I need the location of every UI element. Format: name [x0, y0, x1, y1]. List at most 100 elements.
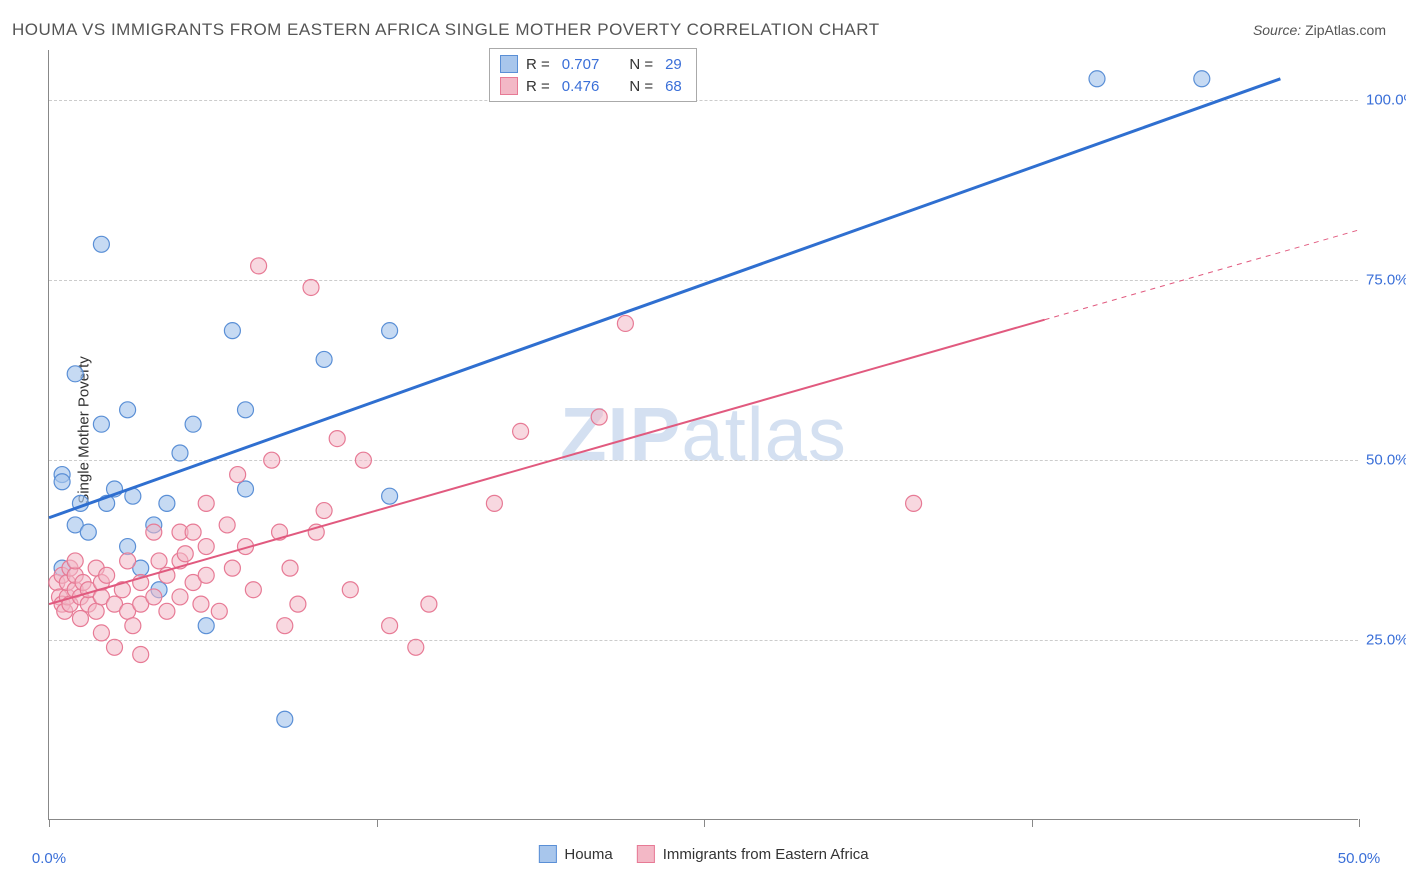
data-point: [67, 553, 83, 569]
data-point: [120, 553, 136, 569]
data-point: [282, 560, 298, 576]
data-point: [382, 323, 398, 339]
data-point: [382, 488, 398, 504]
data-point: [72, 611, 88, 627]
source-value: ZipAtlas.com: [1305, 22, 1386, 38]
y-tick-label: 75.0%: [1366, 272, 1406, 289]
data-point: [151, 553, 167, 569]
data-point: [290, 596, 306, 612]
x-tick: [704, 819, 705, 827]
trend-line: [49, 79, 1280, 518]
trend-line-extrapolated: [1045, 230, 1359, 320]
data-point: [198, 567, 214, 583]
data-point: [1194, 71, 1210, 87]
data-point: [159, 495, 175, 511]
n-value-houma: 29: [665, 56, 682, 73]
legend-item-houma: Houma: [538, 845, 612, 863]
data-point: [88, 603, 104, 619]
data-point: [120, 539, 136, 555]
data-point: [224, 560, 240, 576]
data-point: [185, 524, 201, 540]
data-point: [99, 567, 115, 583]
n-value-immigrants: 68: [665, 78, 682, 95]
legend-stats-row: R = 0.476 N = 68: [500, 75, 686, 97]
x-tick: [49, 819, 50, 827]
data-point: [316, 351, 332, 367]
legend-stats-row: R = 0.707 N = 29: [500, 53, 686, 75]
data-point: [146, 589, 162, 605]
r-label: R =: [526, 56, 550, 73]
legend-bottom: Houma Immigrants from Eastern Africa: [538, 845, 868, 863]
data-point: [238, 402, 254, 418]
data-point: [513, 423, 529, 439]
data-point: [211, 603, 227, 619]
legend-label-immigrants: Immigrants from Eastern Africa: [663, 846, 869, 863]
data-point: [120, 402, 136, 418]
r-label: R =: [526, 78, 550, 95]
data-point: [93, 416, 109, 432]
data-point: [408, 639, 424, 655]
chart-title: HOUMA VS IMMIGRANTS FROM EASTERN AFRICA …: [12, 20, 880, 40]
y-tick-label: 100.0%: [1366, 92, 1406, 109]
data-point: [198, 495, 214, 511]
data-point: [355, 452, 371, 468]
data-point: [193, 596, 209, 612]
data-point: [107, 639, 123, 655]
legend-swatch-immigrants: [500, 77, 518, 95]
data-point: [230, 467, 246, 483]
data-point: [219, 517, 235, 533]
data-point: [329, 431, 345, 447]
plot-svg: [49, 50, 1358, 819]
data-point: [617, 315, 633, 331]
data-point: [342, 582, 358, 598]
legend-label-houma: Houma: [564, 846, 612, 863]
data-point: [1089, 71, 1105, 87]
data-point: [185, 416, 201, 432]
data-point: [67, 366, 83, 382]
data-point: [382, 618, 398, 634]
plot-area: ZIPatlas 25.0%50.0%75.0%100.0% R = 0.707…: [48, 50, 1358, 820]
x-tick-label: 0.0%: [32, 850, 66, 867]
data-point: [125, 618, 141, 634]
legend-swatch-houma: [538, 845, 556, 863]
r-value-immigrants: 0.476: [562, 78, 600, 95]
x-tick-label: 50.0%: [1338, 850, 1381, 867]
legend-item-immigrants: Immigrants from Eastern Africa: [637, 845, 869, 863]
data-point: [316, 503, 332, 519]
data-point: [93, 236, 109, 252]
data-point: [146, 524, 162, 540]
legend-swatch-immigrants: [637, 845, 655, 863]
chart-container: HOUMA VS IMMIGRANTS FROM EASTERN AFRICA …: [0, 0, 1406, 892]
data-point: [198, 539, 214, 555]
legend-stats-box: R = 0.707 N = 29 R = 0.476 N = 68: [489, 48, 697, 102]
data-point: [251, 258, 267, 274]
data-point: [245, 582, 261, 598]
r-value-houma: 0.707: [562, 56, 600, 73]
n-label: N =: [629, 78, 653, 95]
data-point: [198, 618, 214, 634]
data-point: [54, 474, 70, 490]
data-point: [486, 495, 502, 511]
y-tick-label: 25.0%: [1366, 632, 1406, 649]
n-label: N =: [629, 56, 653, 73]
source-attribution: Source: ZipAtlas.com: [1253, 22, 1386, 38]
data-point: [277, 711, 293, 727]
y-tick-label: 50.0%: [1366, 452, 1406, 469]
data-point: [93, 625, 109, 641]
data-point: [303, 279, 319, 295]
data-point: [80, 524, 96, 540]
x-tick: [1032, 819, 1033, 827]
data-point: [159, 603, 175, 619]
data-point: [172, 445, 188, 461]
trend-line: [49, 320, 1045, 604]
x-tick: [1359, 819, 1360, 827]
legend-swatch-houma: [500, 55, 518, 73]
data-point: [224, 323, 240, 339]
data-point: [264, 452, 280, 468]
x-tick: [377, 819, 378, 827]
source-label: Source:: [1253, 22, 1301, 38]
data-point: [172, 589, 188, 605]
data-point: [591, 409, 607, 425]
data-point: [177, 546, 193, 562]
data-point: [238, 481, 254, 497]
